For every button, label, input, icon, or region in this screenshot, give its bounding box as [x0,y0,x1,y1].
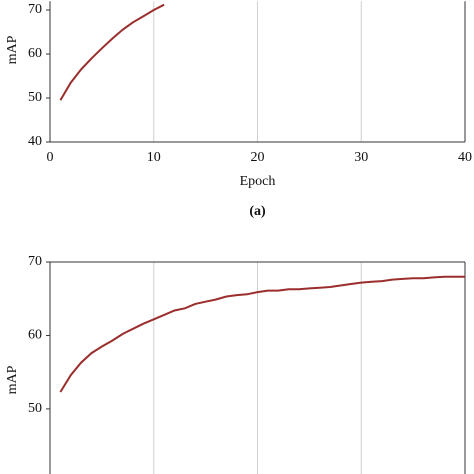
y-tick-label: 60 [28,46,42,61]
x-tick-label: 40 [458,150,472,165]
y-tick-label: 70 [28,254,42,269]
x-axis-label: Epoch [240,174,276,189]
x-tick-label: 20 [251,150,265,165]
caption: (a) [249,204,266,219]
y-tick-label: 70 [28,2,42,17]
y-tick-label: 50 [28,90,42,105]
y-axis-label: mAP [5,35,20,64]
y-tick-label: 50 [28,401,42,416]
data-line [59,3,165,101]
data-line [59,275,465,393]
x-tick-label: 10 [147,150,161,165]
y-axis-label: mAP [5,365,20,394]
x-tick-label: 30 [354,150,368,165]
y-tick-label: 60 [28,328,42,343]
y-tick-label: 40 [28,134,42,149]
x-tick-label: 0 [47,150,54,165]
